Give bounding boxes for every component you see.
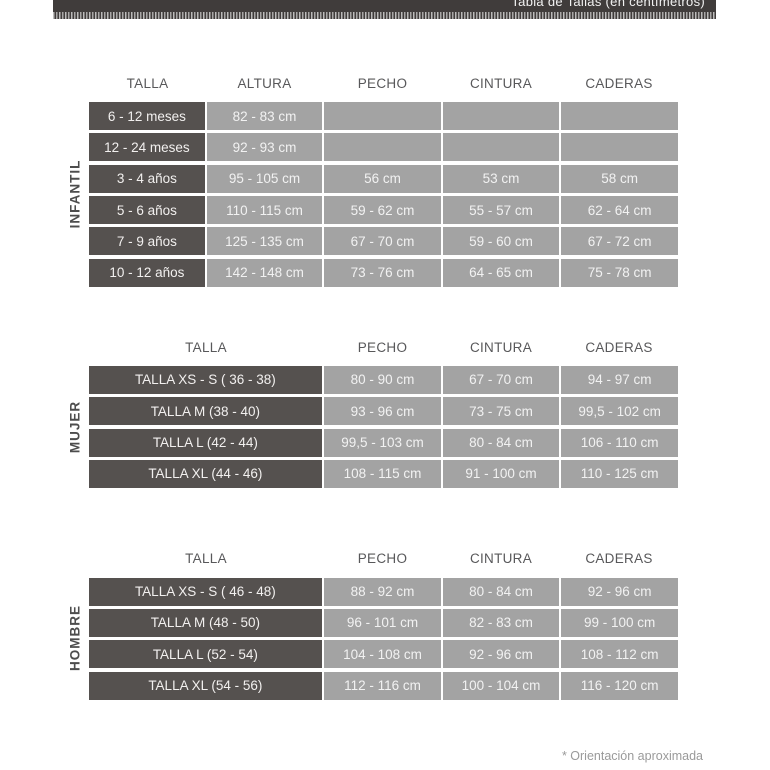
- svg-text:HOMBRE: HOMBRE: [68, 605, 83, 671]
- svg-text:MUJER: MUJER: [68, 401, 83, 453]
- svg-text:INFANTIL: INFANTIL: [68, 160, 83, 229]
